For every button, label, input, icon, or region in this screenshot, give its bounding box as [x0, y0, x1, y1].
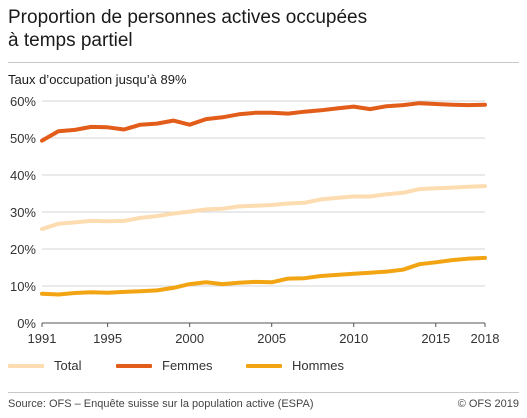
x-tick-label: 2005	[257, 331, 286, 346]
legend-label-femmes: Femmes	[162, 358, 213, 373]
copyright-note: © OFS 2019	[457, 398, 519, 410]
y-tick-label: 40%	[10, 168, 36, 183]
y-tick-label: 0%	[17, 316, 36, 331]
legend-item-total: Total	[8, 358, 116, 373]
x-tick-label: 2015	[421, 331, 450, 346]
title-divider	[8, 62, 519, 63]
source-note: Source: OFS – Enquête suisse sur la popu…	[8, 398, 314, 410]
chart-title: Proportion de personnes actives occupées…	[8, 7, 368, 51]
series-line-femmes	[40, 101, 487, 143]
legend-item-femmes: Femmes	[116, 358, 246, 373]
series-line-total	[40, 184, 487, 231]
x-tick-label: 1995	[93, 331, 122, 346]
chart-subtitle: Taux d’occupation jusqu’à 89%	[8, 72, 187, 87]
y-tick-label: 10%	[10, 279, 36, 294]
legend-label-hommes: Hommes	[292, 358, 345, 373]
x-tick-label: 2018	[471, 331, 500, 346]
x-tick-label: 2000	[175, 331, 204, 346]
footer-divider	[8, 392, 519, 393]
legend-swatch-total	[8, 363, 44, 368]
chart-legend: Total Femmes Hommes	[8, 358, 344, 373]
legend-swatch-hommes	[246, 363, 282, 368]
y-tick-label: 60%	[10, 94, 36, 109]
x-tick-label: 2010	[339, 331, 368, 346]
legend-item-hommes: Hommes	[246, 358, 344, 373]
y-tick-label: 20%	[10, 242, 36, 257]
x-tick-label: 1991	[28, 331, 57, 346]
series-line-hommes	[40, 255, 487, 297]
y-tick-label: 50%	[10, 131, 36, 146]
legend-label-total: Total	[54, 358, 82, 373]
y-tick-label: 30%	[10, 205, 36, 220]
legend-swatch-femmes	[116, 363, 152, 368]
